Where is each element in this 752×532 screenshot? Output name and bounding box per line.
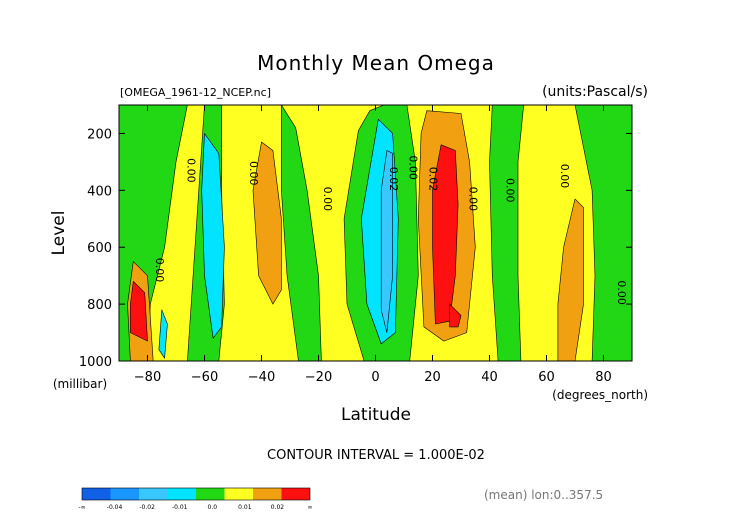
colorbar-swatch [224,488,253,500]
region-orange-south-subtropics [252,141,282,305]
colorbar: -∞ -0.04 -0.02 -0.01 0.0 0.01 0.02 ∞ [78,487,313,511]
contour-label: 0.02 [387,167,400,192]
chart-title: Monthly Mean Omega [257,51,495,75]
contour-label: 0.00 [153,258,166,283]
colorbar-label: -∞ [78,504,85,511]
x-tick-label: 80 [595,370,612,385]
region-red-north-low [449,303,462,328]
contour-label: 0.00 [467,187,480,212]
footer-note: (mean) lon:0..357.5 [484,488,603,502]
x-axis-title: Latitude [341,405,411,425]
x-axis: −80 −60 −40 −20 0 20 40 60 80 [134,105,612,385]
colorbar-frame [81,487,311,501]
colorbar-swatch [196,488,225,500]
x-tick-label: −60 [191,370,218,385]
colorbar-label: -0.02 [139,504,155,511]
y-tick-label: 400 [87,184,112,199]
region-red-south-edge [130,281,148,342]
x-tick-label: −80 [134,370,161,385]
region-orange-north-subpolar [557,198,584,361]
contour-label: 0.00 [247,161,260,186]
colorbar-swatch [281,488,310,500]
colorbar-swatch [82,488,111,500]
colorbar-swatch [253,488,282,500]
colorbar-label: ∞ [308,504,313,511]
region-green-south-subtropics [281,105,322,361]
contour-label: 0.00 [321,187,334,212]
region-light-blue-equator [380,150,393,333]
region-cyan-south-edge [158,309,168,359]
contour-label: 0.00 [504,178,517,203]
contour-label: 0.00 [558,164,571,189]
contour-interval: CONTOUR INTERVAL = 1.000E-02 [267,448,485,463]
file-label: [OMEGA_1961-12_NCEP.nc] [120,86,271,99]
y-tick-label: 1000 [79,355,112,370]
colorbar-label: 0.0 [208,504,218,511]
y-axis: 200 400 600 800 1000 [79,127,632,370]
x-tick-label: −20 [305,370,332,385]
y-tick-label: 200 [87,127,112,142]
region-cyan-south-midlat [201,133,225,339]
contour-label: 0.00 [615,280,628,305]
contour-label: 0.02 [427,167,440,192]
colorbar-label: -0.01 [172,504,188,511]
y-axis-unit: (millibar) [53,377,107,391]
x-tick-label: 60 [538,370,555,385]
y-axis-title: Level [49,211,69,256]
region-green-north-midlat [489,105,525,361]
colorbar-swatch [139,488,168,500]
contour-labels: 0.00 0.00 0.00 0.02 0.00 0.02 0.00 0.00 0.00 0.00… [153,155,628,305]
x-axis-unit: (degrees_north) [552,388,648,402]
x-tick-label: 40 [481,370,498,385]
contour-label: 0.00 [184,158,197,183]
colorbar-label: -0.04 [107,504,123,511]
y-tick-label: 800 [87,298,112,313]
colorbar-swatch [167,488,196,500]
x-tick-label: −40 [248,370,275,385]
contour-fills [119,105,632,361]
x-tick-label: 20 [424,370,441,385]
units-label: (units:Pascal/s) [542,84,648,100]
contour-label: 0.00 [407,155,420,180]
colorbar-label: 0.01 [238,504,252,511]
colorbar-swatch [110,488,139,500]
x-tick-label: 0 [371,370,379,385]
colorbar-label: 0.02 [271,504,285,511]
y-tick-label: 600 [87,241,112,256]
region-green-north-subpolar [574,105,632,361]
